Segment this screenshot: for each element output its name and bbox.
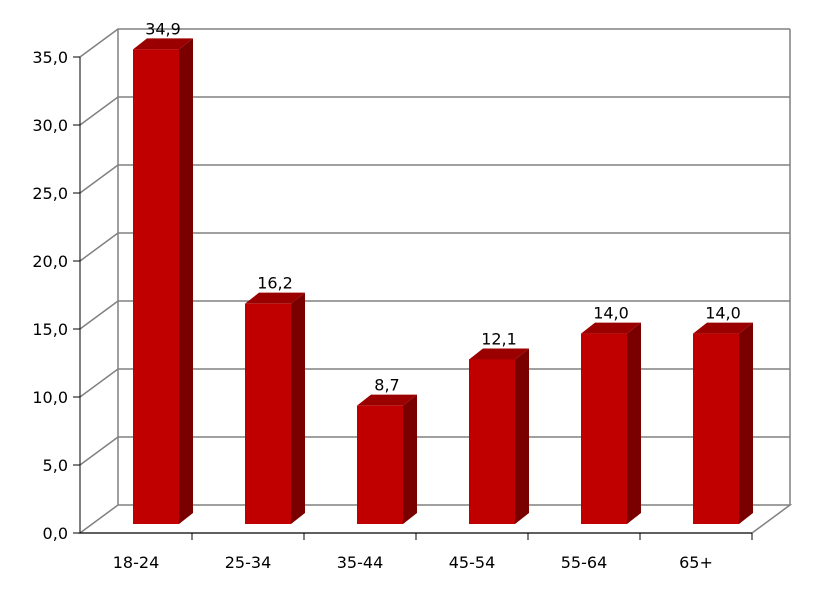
data-label: 14,0 (705, 304, 741, 323)
bar (133, 49, 179, 525)
bar-side (291, 292, 305, 524)
y-tick-label: 5,0 (43, 456, 68, 475)
bar-side (739, 322, 753, 524)
y-tick-label: 20,0 (32, 252, 68, 271)
data-label: 8,7 (374, 376, 399, 395)
bar (357, 405, 403, 524)
bar-side (627, 322, 641, 524)
data-label: 16,2 (257, 274, 293, 293)
x-tick-label: 45-54 (449, 553, 496, 572)
y-tick-label: 0,0 (43, 524, 68, 543)
data-label: 34,9 (145, 19, 181, 38)
bar (693, 333, 739, 524)
x-tick-label: 25-34 (225, 553, 272, 572)
y-tick-label: 30,0 (32, 116, 68, 135)
bar (245, 303, 291, 524)
x-tick-label: 55-64 (561, 553, 608, 572)
y-tick-label: 15,0 (32, 320, 68, 339)
y-tick-label: 35,0 (32, 48, 68, 67)
bar-top (581, 322, 641, 334)
y-tick-label: 10,0 (32, 388, 68, 407)
x-tick-label: 18-24 (113, 553, 160, 572)
bar (581, 333, 627, 524)
data-label: 14,0 (593, 304, 629, 323)
x-tick-label: 65+ (679, 553, 713, 572)
bar-top (357, 394, 417, 406)
bar (469, 359, 515, 524)
bar-side (403, 394, 417, 524)
bar-top (693, 322, 753, 334)
bar-side (515, 348, 529, 524)
bar-top (469, 348, 529, 360)
bar-top (133, 38, 193, 50)
bar-top (245, 292, 305, 304)
y-tick-label: 25,0 (32, 184, 68, 203)
bar-side (179, 38, 193, 525)
x-tick-label: 35-44 (337, 553, 384, 572)
data-label: 12,1 (481, 329, 517, 348)
